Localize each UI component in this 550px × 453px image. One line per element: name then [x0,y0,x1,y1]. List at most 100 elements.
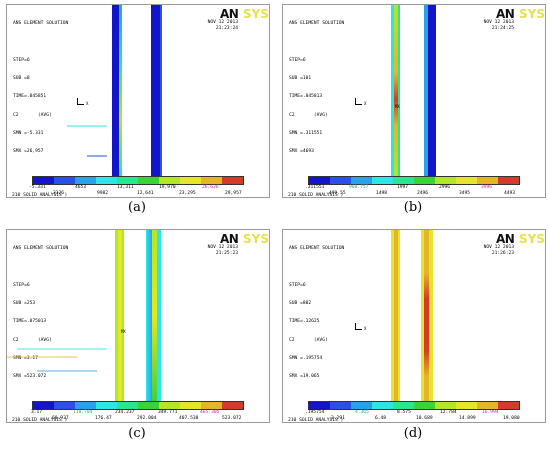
legend-tick: 2996 [439,185,451,190]
ansys-logo: AN SYS [496,7,545,21]
color-legend [308,176,520,185]
info-line: TIME=.12625 [289,319,320,325]
time-text: 21:24:25 [491,26,514,32]
info-block: ANS ELEMENT SOLUTION STEP=6 SUB =101 TIM… [289,9,344,167]
logo-an: AN [220,232,239,246]
artifact [17,348,107,350]
panel-caption-d: (d) [403,426,423,441]
contour-band [394,5,398,177]
color-legend [308,401,520,410]
info-line: SUB =8 [13,76,30,82]
date-text: NOV 12 2013 [483,245,514,250]
color-legend [32,176,244,185]
legend-swatch [309,402,330,409]
legend-tick: 6.48 [375,416,387,421]
date-stamp: NOV 12 2013 21:23:24 [198,20,238,32]
contour-band [151,5,161,177]
legend-tick: 12.784 [440,410,457,415]
contour-band [122,230,124,402]
legend-tick: 292.004 [137,416,157,421]
info-line: C2 (AVG) [289,112,328,118]
legend-tick: 19,970 [159,185,176,190]
panel-caption-c: (c) [128,426,146,441]
legend-swatch [351,177,372,184]
legend-tick: 9982 [97,191,109,196]
artifact [7,356,77,358]
date-text: NOV 12 2013 [483,20,514,25]
panel-d: ANS ELEMENT SOLUTION STEP=6 SUB =802 TIM… [282,229,546,423]
info-line: STEP=6 [289,282,306,288]
legend-tick: 13,311 [117,185,134,190]
contour-band [152,230,157,402]
legend-swatch [96,177,117,184]
logo-sys: SYS [519,7,545,21]
info-line: C2 (AVG) [289,337,328,343]
legend-swatch [477,402,498,409]
legend-swatch [498,177,519,184]
legend-tick: 465.305 [200,410,220,415]
info-line: ANS ELEMENT SOLUTION [289,246,345,252]
contour-band [398,230,400,402]
legend-swatch [117,402,138,409]
contour-band [118,230,122,402]
info-line: ANS ELEMENT SOLUTION [289,21,345,27]
legend-tick: 12,641 [137,191,154,196]
legend-swatch [372,177,393,184]
date-stamp: NOV 12 2013 21:24:25 [474,20,514,32]
logo-an: AN [496,232,515,246]
legend-tick: 1997 [397,185,409,190]
legend-swatch [414,402,435,409]
info-line: SMN =.311551 [289,130,323,136]
time-text: 21:25:23 [215,251,238,257]
info-line: SUB =802 [289,301,312,307]
logo-an: AN [496,7,515,21]
legend-swatch [351,402,372,409]
date-stamp: NOV 12 2013 21:25:23 [198,245,238,257]
contour-band [157,230,161,402]
contour-band [394,230,398,402]
info-line: SMN =-5.331 [13,130,44,136]
panel-caption-a: (a) [128,200,146,215]
contour-band [115,230,118,402]
legend-tick: 960.757 [349,185,369,190]
info-block: ANS ELEMENT SOLUTION STEP=6 SUB =253 TIM… [13,234,68,392]
legend-tick: .311551 [305,185,325,190]
legend-tick: 349.771 [158,410,178,415]
legend-swatch [222,177,243,184]
info-line: ANS ELEMENT SOLUTION [13,246,69,252]
legend-tick: 10.689 [416,416,433,421]
legend-swatch [96,402,117,409]
legend-swatch [33,402,54,409]
legend-swatch [33,177,54,184]
legend-tick: 23,295 [179,191,196,196]
legend-swatch [393,177,414,184]
info-line: C2 (AVG) [13,112,52,118]
legend-tick: 4493 [504,191,516,196]
legend-swatch [54,402,75,409]
info-line [13,264,68,270]
info-line: SMN =.195754 [289,355,323,361]
analysis-footer: 210 SOLID ANALYSIS ) [12,418,68,423]
legend-tick: 3495 [459,191,471,196]
info-line: SMX =19.065 [289,374,320,380]
date-text: NOV 12 2013 [207,245,238,250]
info-line: C2 (AVG) [13,337,52,343]
legend-tick: .195754 [305,410,325,415]
ansys-logo: AN SYS [496,232,545,246]
legend-swatch [75,177,96,184]
logo-sys: SYS [243,7,269,21]
contour-band [424,230,429,402]
legend-swatch [201,402,222,409]
legend-tick: 2496 [417,191,429,196]
artifact [67,125,107,127]
contour-band [112,5,120,177]
ansys-logo: AN SYS [220,232,269,246]
legend-swatch [393,402,414,409]
info-line: SMX =523.072 [13,374,47,380]
legend-swatch [222,402,243,409]
time-text: 21:23:24 [215,26,238,32]
panel-c: ANS ELEMENT SOLUTION STEP=6 SUB =253 TIM… [6,229,270,423]
info-block: ANS ELEMENT SOLUTION STEP=6 SUB =802 TIM… [289,234,344,392]
date-stamp: NOV 12 2013 21:26:23 [474,245,514,257]
panel-caption-b: (b) [403,200,423,215]
